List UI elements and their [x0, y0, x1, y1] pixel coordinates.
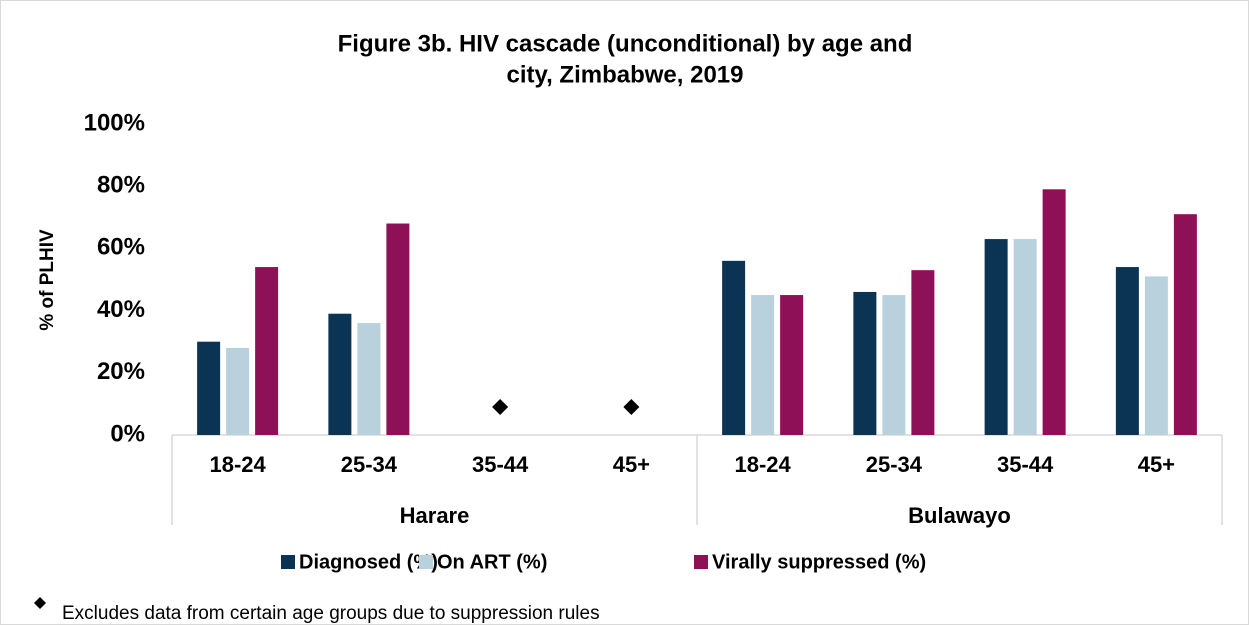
note: Excludes data from certain age groups du…: [62, 603, 600, 624]
bar: [255, 267, 279, 435]
chart-title: Figure 3b. HIV cascade (unconditional) b…: [338, 30, 913, 57]
x-tick-label: 18-24: [209, 452, 266, 477]
bar: [780, 295, 804, 435]
legend-swatch: [419, 555, 433, 569]
bar: [357, 323, 381, 435]
note-marker: [34, 597, 46, 609]
bar: [1042, 189, 1066, 435]
y-tick-label: 60%: [97, 234, 145, 261]
x-tick-label: 35-44: [472, 452, 529, 477]
bar: [722, 260, 746, 435]
bar: [984, 239, 1008, 435]
suppressed-marker: [492, 399, 509, 415]
y-tick-label: 20%: [97, 358, 145, 385]
legend-label: Virally suppressed (%): [712, 551, 926, 573]
y-tick-label: 80%: [97, 172, 145, 199]
legend-swatch: [694, 555, 708, 569]
group-label: Harare: [400, 503, 470, 528]
y-tick-label: 40%: [97, 296, 145, 323]
y-tick-label: 0%: [110, 420, 145, 447]
chart-title: city, Zimbabwe, 2019: [507, 61, 744, 88]
bar: [197, 341, 221, 435]
y-axis-label: % of PLHIV: [37, 229, 58, 331]
legend-swatch: [281, 555, 295, 569]
suppressed-marker: [623, 399, 640, 415]
bar: [386, 223, 410, 435]
x-tick-label: 25-34: [866, 452, 923, 477]
bar: [1013, 239, 1037, 435]
bar: [1115, 267, 1139, 435]
bar: [911, 270, 935, 435]
y-tick-label: 100%: [84, 109, 145, 136]
bar: [1144, 276, 1168, 435]
x-tick-label: 18-24: [734, 452, 791, 477]
legend-label: Diagnosed (%): [299, 551, 438, 573]
bar: [751, 295, 775, 435]
bar: [882, 295, 906, 435]
x-tick-label: 45+: [613, 452, 650, 477]
bar: [328, 313, 352, 435]
x-tick-label: 45+: [1138, 452, 1175, 477]
legend-label: On ART (%): [437, 551, 547, 573]
bar: [1173, 214, 1197, 435]
x-tick-label: 25-34: [341, 452, 398, 477]
bar: [853, 291, 877, 435]
x-tick-label: 35-44: [997, 452, 1054, 477]
group-label: Bulawayo: [908, 503, 1011, 528]
bar: [226, 347, 250, 435]
